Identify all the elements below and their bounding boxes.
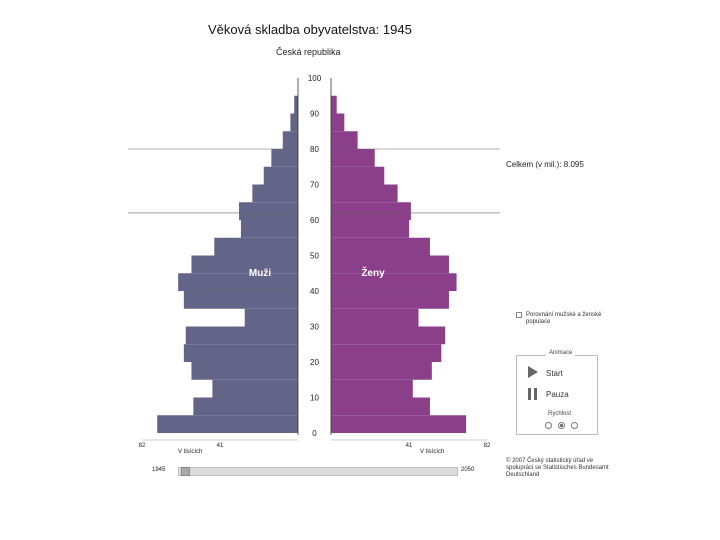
year-start-label: 1945 bbox=[152, 467, 166, 473]
chart-title: Věková skladba obyvatelstva: 1945 bbox=[208, 22, 412, 37]
female-bar-65 bbox=[331, 184, 398, 203]
pause-button[interactable]: Pauza bbox=[546, 390, 569, 399]
age-tick-70: 70 bbox=[310, 181, 319, 190]
male-bar-40 bbox=[178, 273, 298, 291]
male-bar-60 bbox=[239, 202, 298, 220]
male-bar-50 bbox=[214, 237, 298, 256]
female-bar-60 bbox=[331, 202, 411, 220]
speed-label: Rychlost bbox=[548, 411, 572, 417]
compare-checkbox[interactable] bbox=[516, 312, 522, 318]
male-bar-5 bbox=[193, 397, 298, 416]
female-bar-50 bbox=[331, 237, 430, 256]
right-x-tick-41: 41 bbox=[406, 443, 413, 449]
female-bar-70 bbox=[331, 166, 385, 185]
pause-icon[interactable] bbox=[528, 388, 538, 400]
male-bar-75 bbox=[271, 149, 298, 167]
male-bar-45 bbox=[191, 255, 298, 274]
chart-subtitle: Česká republika bbox=[276, 47, 341, 57]
female-bar-45 bbox=[331, 255, 449, 274]
animation-title: Animace bbox=[546, 350, 576, 356]
female-bar-15 bbox=[331, 362, 432, 380]
year-end-label: 2050 bbox=[461, 467, 475, 473]
age-tick-100: 100 bbox=[308, 74, 322, 83]
copyright-note: © 2007 Český statistický úřad ve spolupr… bbox=[506, 458, 609, 478]
age-tick-50: 50 bbox=[310, 252, 319, 261]
age-tick-20: 20 bbox=[310, 358, 319, 367]
female-bar-30 bbox=[331, 308, 419, 327]
female-bar-55 bbox=[331, 220, 409, 238]
male-series-label: Muži bbox=[249, 268, 271, 279]
male-bar-70 bbox=[263, 166, 298, 185]
speed-radio-fast[interactable] bbox=[571, 422, 578, 429]
right-x-tick-82: 82 bbox=[484, 443, 491, 449]
male-bar-10 bbox=[212, 379, 298, 398]
play-icon[interactable] bbox=[528, 366, 538, 378]
male-bar-35 bbox=[183, 291, 298, 309]
age-tick-60: 60 bbox=[310, 216, 319, 225]
male-bar-80 bbox=[282, 131, 298, 149]
female-bar-75 bbox=[331, 149, 375, 167]
left-x-tick-82: 82 bbox=[139, 443, 146, 449]
age-tick-0: 0 bbox=[312, 429, 317, 438]
female-bar-25 bbox=[331, 326, 446, 345]
female-bar-90 bbox=[331, 95, 337, 114]
age-tick-40: 40 bbox=[310, 287, 319, 296]
female-bar-80 bbox=[331, 131, 358, 149]
year-slider-thumb[interactable] bbox=[181, 467, 190, 476]
compare-label: Porovnání mužské a ženské populace bbox=[526, 312, 602, 325]
age-tick-30: 30 bbox=[310, 323, 319, 332]
speed-radio-medium[interactable] bbox=[558, 422, 565, 429]
female-bar-40 bbox=[331, 273, 457, 291]
year-slider-track[interactable] bbox=[178, 467, 458, 476]
male-bar-25 bbox=[185, 326, 298, 345]
female-bar-85 bbox=[331, 113, 345, 132]
age-tick-90: 90 bbox=[310, 110, 319, 119]
male-bar-90 bbox=[294, 95, 298, 114]
speed-radio-slow[interactable] bbox=[545, 422, 552, 429]
male-bar-30 bbox=[244, 308, 298, 327]
male-bar-15 bbox=[191, 362, 298, 380]
age-tick-80: 80 bbox=[310, 145, 319, 154]
start-button[interactable]: Start bbox=[546, 369, 563, 378]
female-bar-20 bbox=[331, 344, 442, 362]
female-bar-0 bbox=[331, 415, 467, 433]
left-x-tick-41: 41 bbox=[217, 443, 224, 449]
male-bar-0 bbox=[157, 415, 298, 433]
age-tick-10: 10 bbox=[310, 394, 319, 403]
male-bar-85 bbox=[290, 113, 298, 132]
female-bar-10 bbox=[331, 379, 413, 398]
female-series-label: Ženy bbox=[361, 266, 385, 279]
x-axis-label-left: V tisících bbox=[178, 449, 202, 455]
male-bar-20 bbox=[183, 344, 298, 362]
male-bar-55 bbox=[240, 220, 298, 238]
x-axis-label-right: V tisících bbox=[420, 449, 444, 455]
male-bar-65 bbox=[252, 184, 298, 203]
total-population: Celkem (v mil.): 8.095 bbox=[506, 160, 584, 169]
female-bar-5 bbox=[331, 397, 430, 416]
female-bar-35 bbox=[331, 291, 449, 309]
